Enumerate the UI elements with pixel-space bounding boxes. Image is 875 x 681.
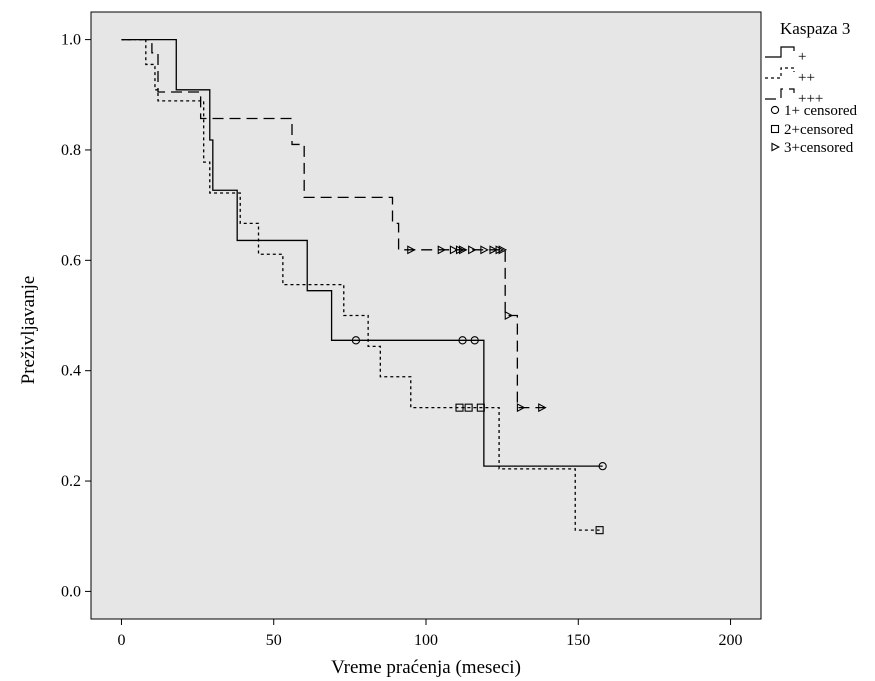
x-axis-title: Vreme praćenja (meseci) (331, 657, 521, 678)
censor-marker (437, 245, 447, 255)
legend-label: 3+censored (784, 140, 854, 156)
y-tick-label: 1.0 (61, 32, 81, 49)
plot-area (90, 11, 762, 620)
censor-marker (449, 245, 459, 255)
censor-marker (458, 336, 467, 345)
series-3 (121, 38, 547, 413)
legend-marker-sample (770, 124, 780, 134)
censor-marker (516, 403, 526, 413)
y-tick-label: 0.8 (61, 142, 81, 159)
censor-marker (480, 245, 489, 255)
censor-marker (455, 403, 464, 412)
x-tick-label: 0 (117, 632, 125, 649)
series-line (121, 38, 545, 409)
censor-marker (595, 526, 604, 535)
series-line (121, 38, 603, 467)
censor-marker (458, 245, 468, 255)
legend-line-sample (765, 88, 795, 100)
censor-marker (538, 403, 547, 413)
legend-label: 1+ censored (784, 103, 858, 119)
censor-marker (464, 403, 473, 412)
legend-line-sample (765, 67, 795, 79)
legend-marker-sample (770, 105, 780, 115)
legend-label: ++ (798, 70, 815, 86)
censor-marker (351, 336, 361, 345)
legend-title: Kaspaza 3 (780, 19, 850, 38)
series-1 (121, 38, 607, 471)
y-tick-label: 0.6 (61, 252, 81, 269)
series-layer (121, 38, 607, 535)
axis-layer: 0 50 100 150 200 0.0 0.2 0.4 0.6 0.8 1.0 (61, 32, 743, 649)
x-tick-label: 50 (266, 632, 282, 649)
censor-marker (489, 245, 498, 255)
censor-marker (407, 245, 416, 255)
censor-marker (468, 245, 477, 255)
x-tick-label: 100 (414, 632, 438, 649)
legend-marker-sample (771, 142, 780, 152)
legend-line-sample (765, 46, 795, 58)
censor-marker (476, 403, 485, 412)
legend-label: 2+censored (784, 122, 854, 138)
y-tick-label: 0.0 (61, 583, 81, 600)
x-tick-label: 200 (719, 632, 743, 649)
censor-marker (470, 336, 479, 345)
censor-marker (598, 461, 607, 471)
legend: Kaspaza 3 ++++++1+ censored2+censored3+c… (765, 19, 858, 156)
y-tick-label: 0.4 (61, 363, 81, 380)
censor-marker (504, 310, 514, 321)
x-tick-label: 150 (566, 632, 590, 649)
censor-marker (498, 245, 508, 255)
y-axis-title: Preživljavanje (18, 276, 39, 385)
legend-label: +++ (798, 91, 823, 107)
y-tick-label: 0.2 (61, 473, 81, 490)
legend-label: + (798, 49, 806, 65)
